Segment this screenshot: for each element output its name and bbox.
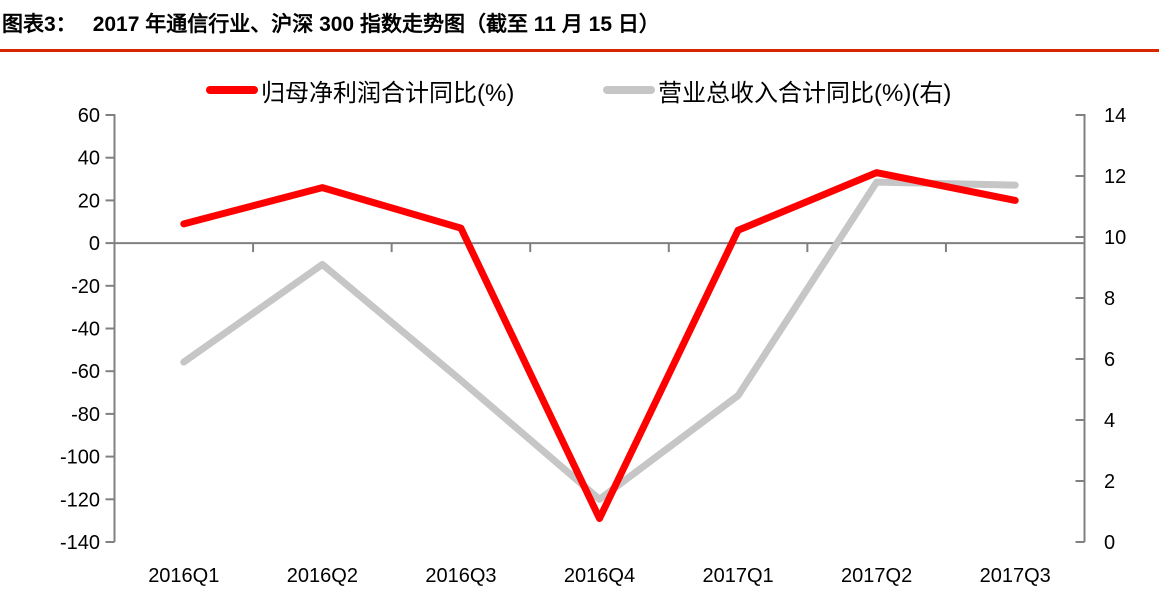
x-axis-label: 2016Q2: [287, 565, 358, 587]
right-axis-tick-label: 14: [1104, 105, 1126, 127]
figure-number-label: 图表3：: [2, 13, 77, 36]
left-axis-tick-label: 0: [89, 233, 100, 255]
left-axis-tick-label: 60: [78, 105, 100, 127]
right-axis-tick-label: 4: [1104, 410, 1115, 432]
x-axis-label: 2016Q1: [148, 565, 219, 587]
right-axis-tick-label: 10: [1104, 227, 1126, 249]
left-axis-tick-label: 40: [78, 148, 100, 170]
series-line-net-profit: [180, 169, 1019, 523]
x-axis-label: 2016Q4: [564, 565, 635, 587]
left-axis-tick-label: -100: [60, 447, 100, 469]
x-axis-label: 2016Q3: [425, 565, 496, 587]
right-axis-tick-label: 2: [1104, 471, 1115, 493]
figure-title: 2017 年通信行业、沪深 300 指数走势图（截至 11 月 15 日）: [92, 13, 660, 36]
right-axis-tick-label: 12: [1104, 166, 1126, 188]
series-line-revenue: [180, 178, 1019, 503]
left-axis-tick-label: -140: [60, 532, 100, 554]
figure-header: 图表3： 2017 年通信行业、沪深 300 指数走势图（截至 11 月 15 日…: [0, 8, 1159, 38]
left-axis-tick-label: -120: [60, 489, 100, 511]
legend-swatch-red-line: [206, 86, 258, 94]
left-axis-tick-label: 20: [78, 190, 100, 212]
right-axis-tick-label: 8: [1104, 288, 1115, 310]
chart-legend: 归母净利润合计同比(%) 营业总收入合计同比(%)(右): [0, 74, 1159, 107]
legend-label-revenue: 营业总收入合计同比(%)(右): [658, 79, 952, 107]
left-axis-tick-label: -60: [71, 361, 100, 383]
right-axis-tick-label: 6: [1104, 349, 1115, 371]
left-axis-tick-label: -80: [71, 404, 100, 426]
header-rule: [0, 49, 1159, 52]
x-axis-label: 2017Q2: [841, 565, 912, 587]
right-axis-tick-label: 0: [1104, 532, 1115, 554]
legend-label-net-profit: 归母净利润合计同比(%): [261, 79, 515, 107]
left-axis-tick-label: -20: [71, 276, 100, 298]
legend-item-revenue: 营业总收入合计同比(%)(右): [603, 74, 952, 107]
x-axis-label: 2017Q1: [702, 565, 773, 587]
left-axis-tick-label: -40: [71, 319, 100, 341]
x-axis-label: 2017Q3: [980, 565, 1051, 587]
legend-item-net-profit: 归母净利润合计同比(%): [206, 74, 515, 107]
legend-swatch-gray-line: [603, 86, 655, 94]
